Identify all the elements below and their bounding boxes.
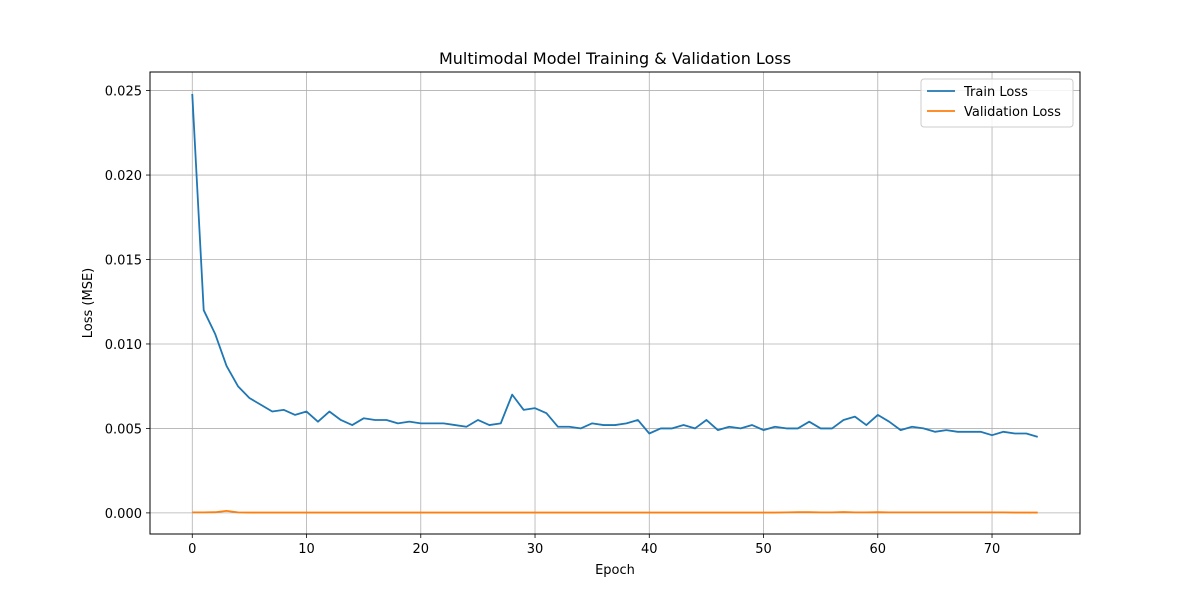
- train-loss-line: [191, 93, 1038, 438]
- x-tick-label: 30: [527, 542, 544, 557]
- x-tick-label: 60: [870, 542, 887, 557]
- y-tick-label: 0.000: [105, 507, 142, 522]
- x-tick-label: 10: [298, 542, 315, 557]
- legend-label-validation-loss: Validation Loss: [964, 105, 1061, 120]
- x-axis-label: Epoch: [595, 563, 635, 578]
- plot-frame: [149, 71, 1081, 535]
- x-tick-label: 70: [984, 542, 1001, 557]
- y-tick-label: 0.010: [105, 338, 142, 353]
- x-axis: 0 10 20 30 40 50 60 70: [188, 534, 1000, 557]
- y-tick-label: 0.025: [105, 85, 142, 100]
- x-tick-label: 40: [641, 542, 658, 557]
- chart-title: Multimodal Model Training & Validation L…: [439, 49, 791, 68]
- y-axis-label: Loss (MSE): [81, 268, 96, 338]
- y-axis: 0.000 0.005 0.010 0.015 0.020 0.025: [105, 85, 150, 522]
- y-tick-label: 0.015: [105, 254, 142, 269]
- legend-box: [920, 78, 1074, 128]
- legend: Train Loss Validation Loss: [920, 78, 1074, 128]
- series-group: [191, 93, 1038, 514]
- y-tick-label: 0.005: [105, 422, 142, 437]
- x-tick-label: 50: [755, 542, 772, 557]
- legend-label-train-loss: Train Loss: [963, 85, 1028, 100]
- y-tick-label: 0.020: [105, 169, 142, 184]
- x-tick-label: 20: [413, 542, 430, 557]
- x-tick-label: 0: [188, 542, 196, 557]
- validation-loss-line: [192, 509, 1038, 514]
